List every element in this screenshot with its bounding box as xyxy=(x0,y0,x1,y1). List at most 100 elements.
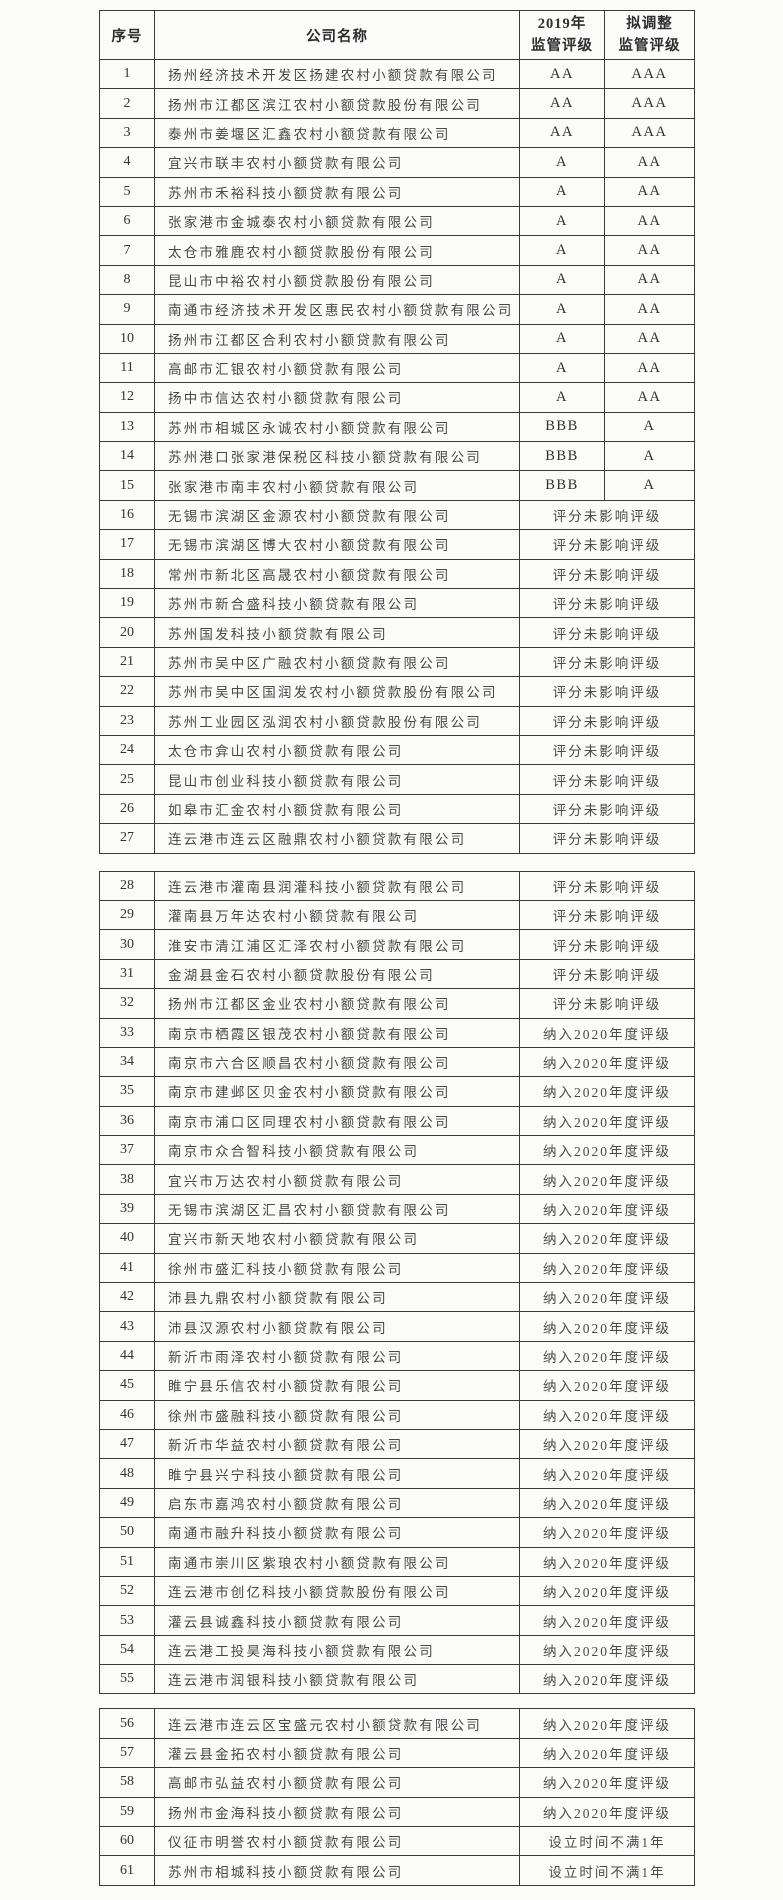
row-number-cell: 50 xyxy=(99,1517,155,1548)
company-name-cell: 宜兴市新天地农村小额贷款有限公司 xyxy=(154,1223,520,1254)
company-name-cell: 昆山市中裕农村小额贷款股份有限公司 xyxy=(154,264,520,296)
table-row: 46 徐州市盛融科技小额贷款有限公司 纳入2020年度评级 xyxy=(99,1399,695,1430)
rating-note-cell: 评分未影响评级 xyxy=(519,646,695,678)
row-number-cell: 58 xyxy=(99,1767,155,1798)
company-name-cell: 泰州市姜堰区汇鑫农村小额贷款有限公司 xyxy=(154,117,520,149)
rating-2019-cell: BBB xyxy=(519,470,605,501)
row-number-cell: 37 xyxy=(99,1135,155,1166)
table-row: 9 南通市经济技术开发区惠民农村小额贷款有限公司 A AA xyxy=(99,294,695,325)
table-row: 37 南京市众合智科技小额贷款有限公司 纳入2020年度评级 xyxy=(99,1135,695,1166)
row-number-cell: 52 xyxy=(99,1575,155,1607)
proposed-rating-cell: AA xyxy=(604,264,695,296)
header-cell-no: 序号 xyxy=(99,10,155,60)
rating-table-segment-1: 序号 公司名称 2019年 监管评级 拟调整 监管评级 1 扬州经济技术开发区扬建农村小额贷款… xyxy=(99,10,695,854)
table-row: 21 苏州市吴中区广融农村小额贷款有限公司 评分未影响评级 xyxy=(99,646,695,678)
rating-note-cell: 评分未影响评级 xyxy=(519,870,695,901)
table-row: 15 张家港市南丰农村小额贷款有限公司 BBB A xyxy=(99,470,695,501)
row-number-cell: 14 xyxy=(99,441,155,472)
table-row: 52 连云港市创亿科技小额贷款股份有限公司 纳入2020年度评级 xyxy=(99,1575,695,1607)
rating-note-cell: 纳入2020年度评级 xyxy=(519,1517,695,1548)
company-name-cell: 灌云县金拓农村小额贷款有限公司 xyxy=(154,1737,520,1769)
rating-2019-cell: A xyxy=(519,294,605,325)
proposed-rating-cell: AA xyxy=(604,235,695,266)
proposed-rating-cell: AAA xyxy=(604,58,695,90)
company-name-cell: 连云港市连云区宝盛元农村小额贷款有限公司 xyxy=(154,1708,520,1739)
row-number-cell: 13 xyxy=(99,411,155,443)
rating-2019-cell: BBB xyxy=(519,411,605,443)
row-number-cell: 2 xyxy=(99,88,155,119)
row-number-cell: 21 xyxy=(99,646,155,678)
rating-note-cell: 纳入2020年度评级 xyxy=(519,1664,695,1695)
table-row: 11 高邮市汇银农村小额贷款有限公司 A AA xyxy=(99,352,695,384)
company-name-cell: 扬州市江都区合利农村小额贷款有限公司 xyxy=(154,323,520,354)
row-number-cell: 10 xyxy=(99,323,155,354)
header-cell-proposed-rating: 拟调整 监管评级 xyxy=(604,10,695,60)
table-row: 56 连云港市连云区宝盛元农村小额贷款有限公司 纳入2020年度评级 xyxy=(99,1708,695,1739)
row-number-cell: 33 xyxy=(99,1017,155,1048)
table-row: 32 扬州市江都区金业农村小额贷款有限公司 评分未影响评级 xyxy=(99,988,695,1019)
table-row: 26 如皋市汇金农村小额贷款有限公司 评分未影响评级 xyxy=(99,793,695,825)
rating-2019-cell: BBB xyxy=(519,441,605,472)
row-number-cell: 51 xyxy=(99,1546,155,1577)
company-name-cell: 沛县九鼎农村小额贷款有限公司 xyxy=(154,1282,520,1313)
proposed-rating-cell: AA xyxy=(604,323,695,354)
company-name-cell: 张家港市南丰农村小额贷款有限公司 xyxy=(154,470,520,501)
table-row: 2 扬州市江都区滨江农村小额贷款股份有限公司 AA AAA xyxy=(99,88,695,119)
rating-note-cell: 纳入2020年度评级 xyxy=(519,1796,695,1828)
rating-note-cell: 评分未影响评级 xyxy=(519,929,695,960)
row-number-cell: 8 xyxy=(99,264,155,296)
header-cell-company: 公司名称 xyxy=(154,10,520,60)
row-number-cell: 25 xyxy=(99,764,155,795)
table-row: 29 灌南县万年达农村小额贷款有限公司 评分未影响评级 xyxy=(99,899,695,931)
table-row: 17 无锡市滨湖区博大农村小额贷款有限公司 评分未影响评级 xyxy=(99,529,695,560)
company-name-cell: 徐州市盛汇科技小额贷款有限公司 xyxy=(154,1252,520,1284)
row-number-cell: 28 xyxy=(99,870,155,901)
rating-note-cell: 纳入2020年度评级 xyxy=(519,1370,695,1401)
rating-note-cell: 评分未影响评级 xyxy=(519,705,695,736)
row-number-cell: 18 xyxy=(99,558,155,590)
rating-note-cell: 设立时间不满1年 xyxy=(519,1826,695,1857)
proposed-rating-cell: AA xyxy=(604,205,695,237)
rating-note-cell: 纳入2020年度评级 xyxy=(519,1737,695,1769)
header-line: 监管评级 xyxy=(531,38,593,54)
table-row: 8 昆山市中裕农村小额贷款股份有限公司 A AA xyxy=(99,264,695,296)
table-row: 22 苏州市吴中区国润发农村小额贷款股份有限公司 评分未影响评级 xyxy=(99,676,695,707)
company-name-cell: 南京市浦口区同理农村小额贷款有限公司 xyxy=(154,1105,520,1137)
rating-2019-cell: A xyxy=(519,176,605,207)
table-row: 50 南通市融升科技小额贷款有限公司 纳入2020年度评级 xyxy=(99,1517,695,1548)
rating-note-cell: 评分未影响评级 xyxy=(519,988,695,1019)
rating-table-segment-3: 56 连云港市连云区宝盛元农村小额贷款有限公司 纳入2020年度评级 57 灌云县金拓农… xyxy=(99,1708,695,1886)
row-number-cell: 32 xyxy=(99,988,155,1019)
table-row: 61 苏州市相城科技小额贷款有限公司 设立时间不满1年 xyxy=(99,1855,695,1886)
company-name-cell: 苏州市吴中区广融农村小额贷款有限公司 xyxy=(154,646,520,678)
table-row: 43 沛县汉源农村小额贷款有限公司 纳入2020年度评级 xyxy=(99,1311,695,1342)
row-number-cell: 54 xyxy=(99,1634,155,1666)
table-row: 53 灌云县诚鑫科技小额贷款有限公司 纳入2020年度评级 xyxy=(99,1605,695,1636)
company-name-cell: 苏州市禾裕科技小额贷款有限公司 xyxy=(154,176,520,207)
table-row: 25 昆山市创业科技小额贷款有限公司 评分未影响评级 xyxy=(99,764,695,795)
row-number-cell: 46 xyxy=(99,1399,155,1430)
row-number-cell: 26 xyxy=(99,793,155,825)
company-name-cell: 扬州市江都区金业农村小额贷款有限公司 xyxy=(154,988,520,1019)
rating-2019-cell: A xyxy=(519,352,605,384)
header-line: 拟调整 xyxy=(626,15,673,32)
proposed-rating-cell: AA xyxy=(604,294,695,325)
row-number-cell: 41 xyxy=(99,1252,155,1284)
company-name-cell: 苏州市吴中区国润发农村小额贷款股份有限公司 xyxy=(154,676,520,707)
table-row: 16 无锡市滨湖区金源农村小额贷款有限公司 评分未影响评级 xyxy=(99,499,695,531)
rating-note-cell: 纳入2020年度评级 xyxy=(519,1105,695,1137)
company-name-cell: 新沂市雨泽农村小额贷款有限公司 xyxy=(154,1340,520,1372)
row-number-cell: 6 xyxy=(99,205,155,237)
company-name-cell: 连云港市连云区融鼎农村小额贷款有限公司 xyxy=(154,823,520,854)
row-number-cell: 22 xyxy=(99,676,155,707)
row-number-cell: 36 xyxy=(99,1105,155,1137)
rating-note-cell: 纳入2020年度评级 xyxy=(519,1223,695,1254)
rating-2019-cell: AA xyxy=(519,58,605,90)
row-number-cell: 31 xyxy=(99,958,155,990)
proposed-rating-cell: AA xyxy=(604,382,695,413)
company-name-cell: 高邮市汇银农村小额贷款有限公司 xyxy=(154,352,520,384)
row-number-cell: 49 xyxy=(99,1487,155,1519)
rating-2019-cell: AA xyxy=(519,117,605,149)
table-row: 47 新沂市华益农村小额贷款有限公司 纳入2020年度评级 xyxy=(99,1428,695,1460)
